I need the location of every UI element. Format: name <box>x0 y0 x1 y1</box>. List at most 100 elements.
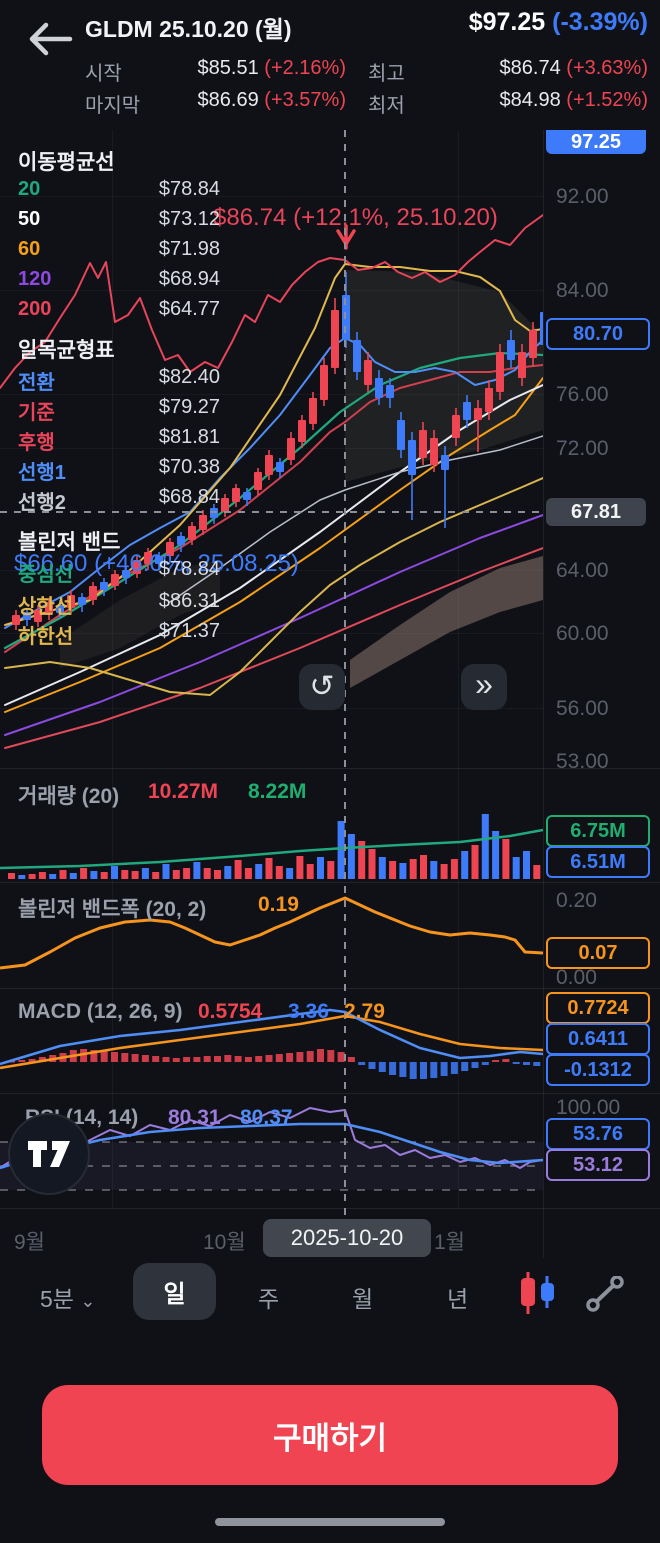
senkou2-label: 선행2 <box>18 492 66 514</box>
price-tick: 76.00 <box>556 383 609 406</box>
current-price: $97.25 (-3.39%) <box>469 8 648 37</box>
reset-chart-button[interactable]: ↺ <box>299 664 345 710</box>
ma50-label: 50 <box>18 208 41 230</box>
bbw-tick-top: 0.20 <box>556 889 597 912</box>
bbw-value: 0.19 <box>258 893 299 916</box>
rsi-chart[interactable] <box>0 1093 543 1208</box>
stat-high-value: $86.74 (+3.63%) <box>499 57 648 79</box>
grid-line-horizontal <box>0 196 543 197</box>
bb-mid-label: 중심선 <box>18 564 74 586</box>
bb-lower-label: 하한선 <box>18 626 74 648</box>
senkou1-label: 선행1 <box>18 462 66 484</box>
price-tick: 92.00 <box>556 185 609 208</box>
grid-line-vertical <box>458 130 459 1208</box>
chart-style-button[interactable] <box>518 1270 560 1321</box>
volume-badge-blue: 6.51M <box>546 846 650 878</box>
volume-current-value: 8.22M <box>248 780 307 803</box>
kijun-label: 기준 <box>18 402 55 424</box>
crosshair-date-badge: 2025-10-20 <box>263 1219 431 1257</box>
home-indicator <box>215 1518 445 1526</box>
candlestick-icon <box>521 1272 554 1314</box>
grid-line-horizontal <box>0 290 543 291</box>
ichimoku-legend-title: 일목균형표 <box>18 339 115 362</box>
panel-separator <box>0 882 660 883</box>
ma-legend-title: 이동평균선 <box>18 151 115 174</box>
ma20-label: 20 <box>18 178 41 200</box>
rsi-badge: 53.12 <box>546 1149 650 1181</box>
stat-open-value: $85.51 (+2.16%) <box>197 57 346 79</box>
crosshair-tooltip: $86.74 (+12.1%, 25.10.20) <box>213 204 498 231</box>
bbw-label: 볼린저 밴드폭 (20, 2) <box>18 898 207 921</box>
rsi-signal-value: 80.37 <box>240 1106 293 1129</box>
tab-daily[interactable]: 일 <box>133 1263 216 1320</box>
secondary-tooltip: $66.60 (+46.0%, 25.08.25) <box>14 550 299 577</box>
macd-chart[interactable] <box>0 988 543 1093</box>
macd-label: MACD (12, 26, 9) <box>18 1000 183 1023</box>
ma200-label: 200 <box>18 298 52 320</box>
ma200-value: $64.77 <box>158 298 220 320</box>
grid-line-horizontal <box>0 708 543 709</box>
rsi-value: 80.31 <box>168 1106 221 1129</box>
price-tick: 84.00 <box>556 279 609 302</box>
price-axis-border <box>543 130 544 1258</box>
volume-label: 거래량 (20) <box>18 785 120 808</box>
bbw-badge: 0.07 <box>546 937 650 969</box>
tradingview-glyph-icon <box>28 1141 70 1167</box>
bbw-tick-bottom: 0.00 <box>556 966 597 989</box>
trend-line-icon <box>586 1275 624 1312</box>
senkou1-value: $70.38 <box>158 456 220 478</box>
rsi-badge-signal: 53.76 <box>546 1118 650 1150</box>
bollinger-bandwidth-chart[interactable] <box>0 882 543 988</box>
macd-value: 0.5754 <box>198 1000 263 1023</box>
tenkan-value: $82.40 <box>158 366 220 388</box>
ma60-value: $71.98 <box>158 238 220 260</box>
panel-separator <box>0 768 660 769</box>
crosshair-vertical <box>344 130 346 1222</box>
bollinger-legend-title: 볼린저 밴드 <box>18 531 121 554</box>
chevron-down-icon: ⌄ <box>80 1291 96 1311</box>
tab-weekly[interactable]: 주 <box>258 1286 280 1312</box>
month-label-sep: 9월 <box>14 1231 45 1254</box>
volume-ma-value: 10.27M <box>148 780 219 803</box>
ma120-value: $68.94 <box>158 268 220 290</box>
stat-close-value: $86.69 (+3.57%) <box>197 89 346 111</box>
bb-mid-value: $78.84 <box>158 558 220 580</box>
price-badge-top: 97.25 <box>546 130 646 154</box>
price-value: $97.25 <box>468 8 546 36</box>
go-to-latest-button[interactable]: » <box>461 664 507 710</box>
tab-monthly[interactable]: 월 <box>352 1286 374 1312</box>
price-tick: 53.00 <box>556 750 609 773</box>
volume-chart[interactable] <box>0 768 543 882</box>
page-title: GLDM 25.10.20 (월) <box>85 16 292 42</box>
tab-yearly[interactable]: 년 <box>447 1286 469 1312</box>
crosshair-price-badge: 67.81 <box>546 498 646 526</box>
back-button[interactable] <box>24 18 74 65</box>
macd-badge-fast: 0.6411 <box>546 1023 650 1055</box>
buy-button[interactable]: 구매하기 <box>42 1385 618 1485</box>
last-price-badge: 80.70 <box>546 318 650 350</box>
bb-upper-label: 상한선 <box>18 596 74 618</box>
grid-line-horizontal <box>0 633 543 634</box>
macd-fast-value: 3.36 <box>288 1000 329 1023</box>
interval-dropdown[interactable]: 5분 ⌄ <box>40 1286 96 1312</box>
grid-line-horizontal <box>0 570 543 571</box>
senkou2-value: $68.84 <box>158 486 220 508</box>
panel-separator <box>0 1208 660 1209</box>
price-tick: 64.00 <box>556 559 609 582</box>
macd-badge-slow: 0.7724 <box>546 992 650 1024</box>
stat-close-label: 마지막 <box>85 95 141 117</box>
panel-separator <box>0 988 660 989</box>
price-tick: 56.00 <box>556 697 609 720</box>
back-arrow-icon <box>29 22 73 56</box>
stat-low-label: 최저 <box>368 95 405 117</box>
price-tick: 72.00 <box>556 437 609 460</box>
macd-badge-hist: -0.1312 <box>546 1054 650 1086</box>
grid-line-horizontal <box>0 448 543 449</box>
kijun-value: $79.27 <box>158 396 220 418</box>
volume-badge-green: 6.75M <box>546 815 650 847</box>
ma20-value: $78.84 <box>158 178 220 200</box>
drawing-tools-button[interactable] <box>586 1275 624 1317</box>
bb-lower-value: $71.37 <box>158 620 220 642</box>
tradingview-logo[interactable] <box>8 1113 90 1195</box>
